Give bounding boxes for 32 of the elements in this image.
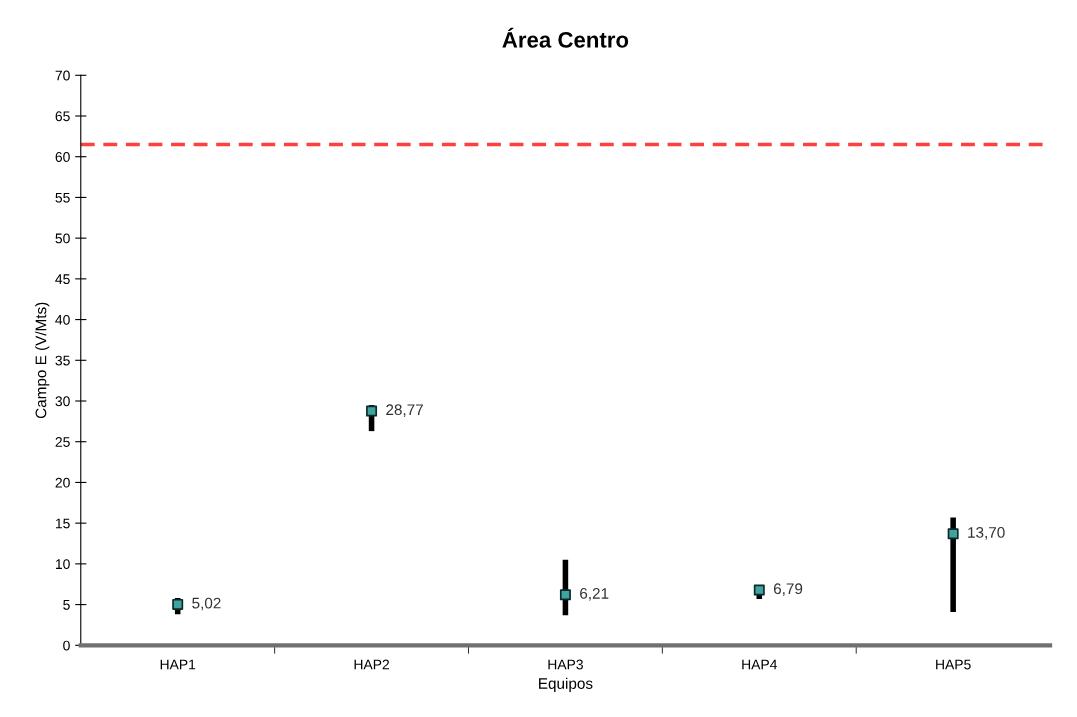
y-tick-label: 60 xyxy=(55,152,70,162)
y-tick-label: 20 xyxy=(55,477,70,488)
y-tick-label: 70 xyxy=(55,70,70,81)
point xyxy=(172,598,184,610)
y-tick-label: 35 xyxy=(55,355,70,366)
x-tick-label: HAP1 xyxy=(160,659,196,670)
point xyxy=(559,589,571,601)
y-tick-label: 5 xyxy=(63,600,70,610)
y-tick-label: 50 xyxy=(55,233,70,244)
y-tick-label: 55 xyxy=(55,192,70,203)
y-tick-label: 25 xyxy=(55,437,70,447)
data-label: 28,77 xyxy=(386,404,423,417)
y-tick-label: 10 xyxy=(55,559,70,570)
y-tick-label: 0 xyxy=(63,640,70,651)
data-label: 6,21 xyxy=(580,588,609,601)
data-label: 6,79 xyxy=(773,583,803,596)
data-label: 5,02 xyxy=(192,597,221,611)
data-label: 13,70 xyxy=(968,527,1005,540)
x-tick-label: HAP4 xyxy=(742,659,778,670)
y-tick-label: 15 xyxy=(55,518,70,529)
y-tick-label: 40 xyxy=(55,314,70,325)
x-tick-label: HAP2 xyxy=(354,659,390,670)
point xyxy=(366,405,378,417)
x-tick-label: HAP5 xyxy=(936,659,971,670)
y-axis-title: Campo E (V/Mts) xyxy=(35,302,50,419)
chart-title: Área Centro xyxy=(502,27,629,48)
x-tick-label: HAP3 xyxy=(548,659,583,670)
y-tick-label: 45 xyxy=(55,274,70,285)
x-axis-title: Equipos xyxy=(539,677,593,692)
y-tick-label: 30 xyxy=(55,396,70,407)
y-tick-label: 65 xyxy=(55,111,70,122)
point xyxy=(947,528,959,540)
